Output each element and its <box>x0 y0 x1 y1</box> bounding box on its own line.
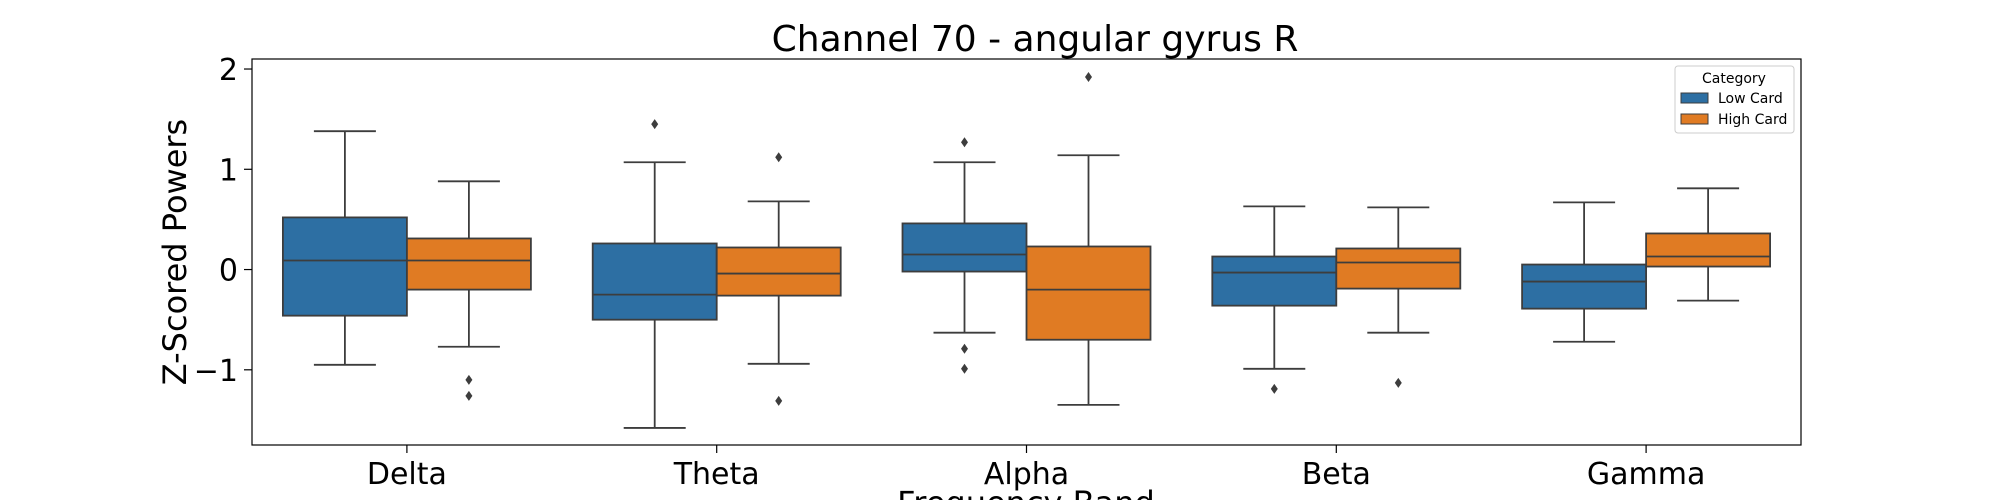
box <box>901 222 1028 273</box>
y-axis-label: Z-Scored Powers <box>156 119 194 385</box>
y-axis: −1 0 1 2 <box>194 53 252 389</box>
box-group <box>1335 206 1462 388</box>
box <box>715 246 842 297</box>
legend-label-high-card: High Card <box>1718 112 1787 128</box>
box <box>1645 232 1771 268</box>
box-group <box>1521 201 1647 343</box>
outlier-point <box>1085 72 1092 83</box>
box <box>281 216 408 317</box>
outlier-point <box>1270 383 1278 394</box>
x-axis-label: Frequency Band <box>897 484 1155 500</box>
x-tick-label: Beta <box>1302 457 1371 492</box>
outlier-point <box>775 152 783 163</box>
series-high-card <box>405 72 1771 406</box>
y-tick-label: −1 <box>194 354 238 389</box>
box <box>1521 263 1647 310</box>
y-tick-label: 0 <box>219 254 238 289</box>
box-group <box>715 152 842 406</box>
x-tick-label: Theta <box>673 457 760 492</box>
x-tick-label: Alpha <box>984 457 1069 492</box>
legend-swatch-low-card <box>1680 92 1709 104</box>
box <box>405 237 532 291</box>
box-group <box>591 119 718 429</box>
box-group <box>281 130 408 366</box>
box-group <box>1025 72 1152 406</box>
outlier-point <box>465 374 473 385</box>
x-tick-label: Delta <box>367 457 447 492</box>
legend-title: Category <box>1702 71 1766 87</box>
box-group <box>1211 205 1338 394</box>
series-low-card <box>281 119 1647 429</box>
y-tick-label: 1 <box>219 153 238 188</box>
box <box>1025 245 1152 341</box>
box-series <box>281 72 1771 429</box>
box <box>1211 255 1338 307</box>
box-group <box>1645 187 1771 302</box>
box <box>1335 247 1462 290</box>
outlier-point <box>961 363 968 374</box>
legend: Category Low Card High Card <box>1674 65 1795 134</box>
box-group <box>405 180 532 401</box>
x-tick-label: Gamma <box>1587 457 1705 492</box>
y-tick-label: 2 <box>219 53 238 88</box>
chart-title: Channel 70 - angular gyrus R <box>772 19 1299 60</box>
legend-label-low-card: Low Card <box>1718 91 1783 107</box>
x-axis: Delta Theta Alpha Beta Gamma <box>367 445 1705 492</box>
outlier-point <box>961 137 968 148</box>
legend-swatch-high-card <box>1680 113 1709 125</box>
outlier-point <box>651 119 659 130</box>
outlier-point <box>961 343 968 354</box>
outlier-point <box>775 395 783 406</box>
box <box>591 242 718 321</box>
outlier-point <box>465 390 473 401</box>
box-group <box>901 137 1028 374</box>
outlier-point <box>1394 377 1402 388</box>
